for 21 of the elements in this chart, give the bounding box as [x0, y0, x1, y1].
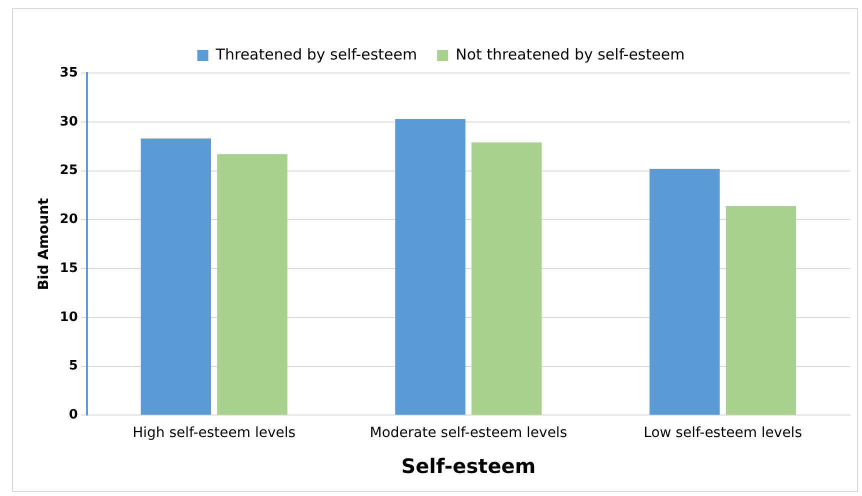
y-tick-label: 0: [68, 408, 78, 423]
y-tick-label: 10: [60, 310, 78, 325]
x-tick-label: Low self-esteem levels: [644, 425, 802, 442]
bar: [726, 206, 796, 415]
bar: [217, 154, 288, 415]
x-axis-title: Self-esteem: [401, 454, 536, 478]
y-axis-title: Bid Amount: [36, 198, 52, 290]
bar: [140, 138, 212, 415]
y-tick-label: 35: [60, 65, 78, 80]
y-tick-label: 25: [60, 163, 78, 178]
legend-label: Threatened by self-esteem: [214, 45, 418, 64]
bar: [472, 142, 542, 415]
bar: [395, 118, 466, 415]
y-tick-label: 5: [68, 358, 78, 374]
x-tick-label: High self-esteem levels: [132, 425, 296, 442]
x-tick-label: Moderate self-esteem levels: [370, 425, 568, 442]
y-tick-label: 15: [60, 260, 78, 276]
y-tick-label: 20: [60, 212, 78, 228]
bar: [650, 168, 720, 415]
y-tick-label: 30: [60, 114, 78, 130]
legend-label: Not threatened by self-esteem: [456, 45, 685, 64]
